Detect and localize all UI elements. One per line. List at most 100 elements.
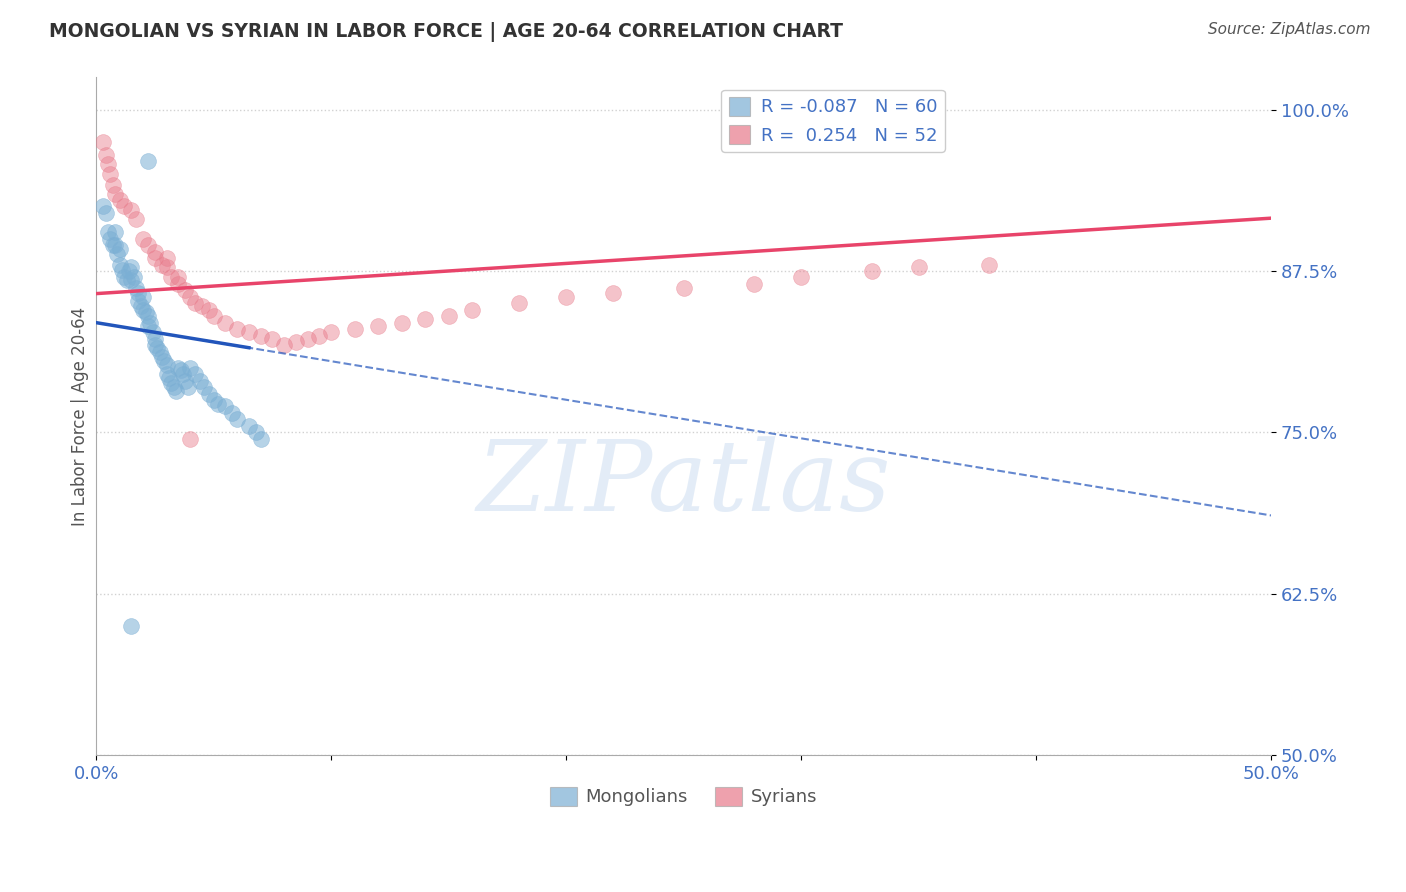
Point: [136, 319, 159, 334]
Point: [132, 290, 155, 304]
Point: [179, 432, 201, 446]
Point: [167, 360, 190, 375]
Point: [98, 167, 121, 181]
Point: [238, 325, 260, 339]
Point: [104, 186, 127, 201]
Point: [150, 258, 173, 272]
Point: [97, 225, 120, 239]
Point: [198, 386, 221, 401]
Point: [156, 358, 179, 372]
Point: [249, 328, 271, 343]
Point: [160, 270, 183, 285]
Point: [94, 148, 117, 162]
Point: [907, 260, 929, 274]
Point: [104, 225, 127, 239]
Point: [135, 305, 157, 319]
Point: [115, 273, 138, 287]
Point: [105, 247, 128, 261]
Point: [111, 262, 134, 277]
Point: [163, 380, 186, 394]
Point: [790, 270, 813, 285]
Point: [226, 322, 249, 336]
Point: [179, 360, 201, 375]
Point: [174, 284, 197, 298]
Point: [273, 337, 295, 351]
Point: [143, 332, 166, 346]
Y-axis label: In Labor Force | Age 20-64: In Labor Force | Age 20-64: [72, 307, 89, 525]
Point: [143, 251, 166, 265]
Point: [112, 270, 135, 285]
Point: [136, 238, 159, 252]
Point: [321, 325, 343, 339]
Point: [136, 309, 159, 323]
Point: [461, 302, 484, 317]
Point: [391, 316, 413, 330]
Text: ZIPatlas: ZIPatlas: [477, 436, 891, 532]
Point: [167, 270, 190, 285]
Point: [367, 319, 389, 334]
Point: [245, 425, 267, 440]
Point: [153, 354, 176, 368]
Point: [120, 260, 142, 274]
Point: [860, 264, 883, 278]
Legend: Mongolians, Syrians: Mongolians, Syrians: [543, 780, 825, 814]
Point: [508, 296, 530, 310]
Point: [101, 178, 124, 192]
Point: [139, 316, 162, 330]
Point: [91, 135, 114, 149]
Point: [125, 281, 148, 295]
Point: [108, 258, 131, 272]
Point: [112, 199, 135, 213]
Point: [284, 334, 307, 349]
Point: [101, 238, 124, 252]
Point: [193, 380, 215, 394]
Point: [437, 309, 460, 323]
Point: [308, 328, 330, 343]
Point: [122, 270, 145, 285]
Point: [198, 302, 221, 317]
Point: [177, 380, 200, 394]
Point: [221, 406, 243, 420]
Point: [156, 368, 179, 382]
Point: [238, 418, 260, 433]
Point: [226, 412, 249, 426]
Point: [143, 244, 166, 259]
Point: [150, 351, 173, 365]
Point: [202, 392, 225, 407]
Point: [191, 299, 214, 313]
Point: [108, 242, 131, 256]
Point: [188, 374, 211, 388]
Point: [184, 296, 207, 310]
Point: [297, 332, 319, 346]
Point: [207, 397, 229, 411]
Point: [172, 368, 194, 382]
Point: [132, 232, 155, 246]
Point: [179, 290, 201, 304]
Point: [97, 157, 120, 171]
Point: [156, 260, 179, 274]
Point: [118, 264, 141, 278]
Point: [174, 374, 197, 388]
Point: [120, 273, 142, 287]
Point: [202, 309, 225, 323]
Text: MONGOLIAN VS SYRIAN IN LABOR FORCE | AGE 20-64 CORRELATION CHART: MONGOLIAN VS SYRIAN IN LABOR FORCE | AGE…: [49, 22, 844, 42]
Point: [672, 281, 695, 295]
Point: [170, 363, 193, 377]
Point: [127, 285, 149, 300]
Point: [132, 302, 155, 317]
Point: [127, 293, 149, 308]
Point: [249, 432, 271, 446]
Point: [214, 400, 236, 414]
Point: [214, 316, 236, 330]
Point: [143, 337, 166, 351]
Point: [413, 311, 436, 326]
Point: [602, 285, 624, 300]
Point: [156, 251, 179, 265]
Point: [262, 332, 284, 346]
Point: [149, 345, 172, 359]
Point: [146, 342, 169, 356]
Point: [120, 203, 142, 218]
Point: [94, 206, 117, 220]
Point: [343, 322, 366, 336]
Point: [184, 368, 207, 382]
